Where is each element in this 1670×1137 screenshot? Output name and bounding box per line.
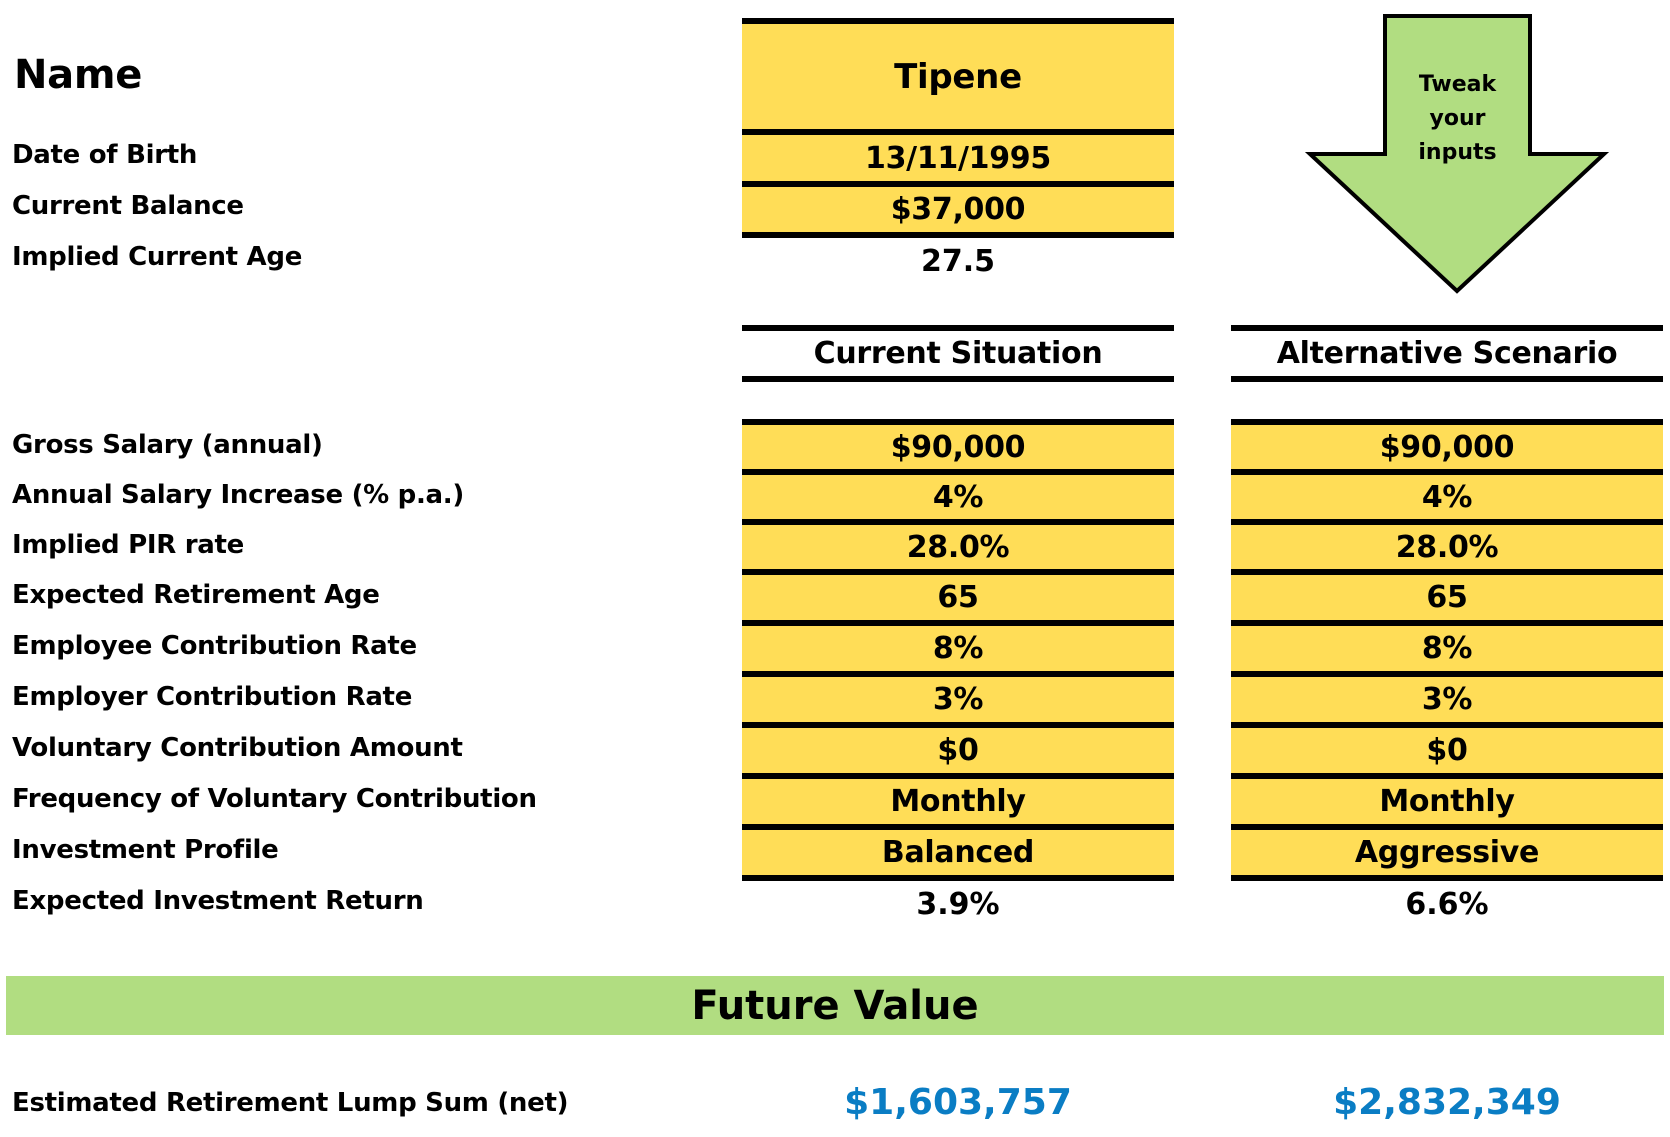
age-label: Implied Current Age <box>12 242 303 272</box>
alt-lump-sum-value: $2,832,349 <box>1333 1081 1561 1123</box>
callout-line-1: Tweak <box>1418 72 1497 97</box>
alt-voluntary-frequency-select[interactable]: Monthly <box>1231 779 1663 830</box>
alt-employee-contribution-input[interactable]: 8% <box>1231 626 1663 677</box>
name-input[interactable]: Tipene <box>742 24 1174 135</box>
row-label-pir-rate: Implied PIR rate <box>12 530 244 560</box>
row-label-voluntary-frequency: Frequency of Voluntary Contribution <box>12 784 537 814</box>
current-retirement-age-input[interactable]: 65 <box>742 575 1174 626</box>
dob-label: Date of Birth <box>12 140 198 170</box>
row-label-gross-salary: Gross Salary (annual) <box>12 430 323 460</box>
tweak-inputs-callout: Tweak your inputs <box>1380 68 1535 170</box>
current-lump-sum-value: $1,603,757 <box>844 1081 1072 1123</box>
row-label-employee-contribution: Employee Contribution Rate <box>12 631 417 661</box>
name-label: Name <box>14 52 143 98</box>
alternative-table-top-border <box>1231 419 1663 425</box>
current-pir-rate-value[interactable]: 28.0% <box>742 525 1174 575</box>
age-value: 27.5 <box>920 243 996 279</box>
row-label-investment-return: Expected Investment Return <box>12 886 424 916</box>
alt-investment-return-value: 6.6% <box>1405 886 1489 922</box>
name-top-border <box>742 18 1174 24</box>
current-employee-contribution-input[interactable]: 8% <box>742 626 1174 677</box>
current-employer-contribution-input[interactable]: 3% <box>742 677 1174 728</box>
current-situation-header: Current Situation <box>742 325 1174 382</box>
alt-employer-contribution-input[interactable]: 3% <box>1231 677 1663 728</box>
alt-pir-rate-value[interactable]: 28.0% <box>1231 525 1663 575</box>
row-label-investment-profile: Investment Profile <box>12 835 279 865</box>
alt-voluntary-amount-input[interactable]: $0 <box>1231 728 1663 779</box>
row-label-voluntary-amount: Voluntary Contribution Amount <box>12 733 463 763</box>
alt-retirement-age-input[interactable]: 65 <box>1231 575 1663 626</box>
alt-salary-increase-input[interactable]: 4% <box>1231 475 1663 525</box>
future-value-banner: Future Value <box>6 976 1664 1035</box>
current-table-top-border <box>742 419 1174 425</box>
current-gross-salary-input[interactable]: $90,000 <box>742 425 1174 475</box>
down-arrow-icon <box>1304 14 1610 294</box>
dob-input[interactable]: 13/11/1995 <box>742 135 1174 187</box>
balance-label: Current Balance <box>12 191 244 221</box>
row-label-retirement-age: Expected Retirement Age <box>12 580 380 610</box>
callout-line-3: inputs <box>1418 140 1497 165</box>
alt-gross-salary-input[interactable]: $90,000 <box>1231 425 1663 475</box>
current-voluntary-amount-input[interactable]: $0 <box>742 728 1174 779</box>
current-voluntary-frequency-select[interactable]: Monthly <box>742 779 1174 830</box>
row-label-employer-contribution: Employer Contribution Rate <box>12 682 413 712</box>
current-salary-increase-input[interactable]: 4% <box>742 475 1174 525</box>
balance-input[interactable]: $37,000 <box>742 187 1174 238</box>
row-label-salary-increase: Annual Salary Increase (% p.a.) <box>12 480 464 510</box>
alternative-scenario-header: Alternative Scenario <box>1231 325 1663 382</box>
alt-investment-profile-select[interactable]: Aggressive <box>1231 830 1663 881</box>
current-investment-profile-select[interactable]: Balanced <box>742 830 1174 881</box>
lump-sum-label: Estimated Retirement Lump Sum (net) <box>12 1088 569 1118</box>
callout-line-2: your <box>1429 106 1486 131</box>
current-investment-return-value: 3.9% <box>916 886 1000 922</box>
